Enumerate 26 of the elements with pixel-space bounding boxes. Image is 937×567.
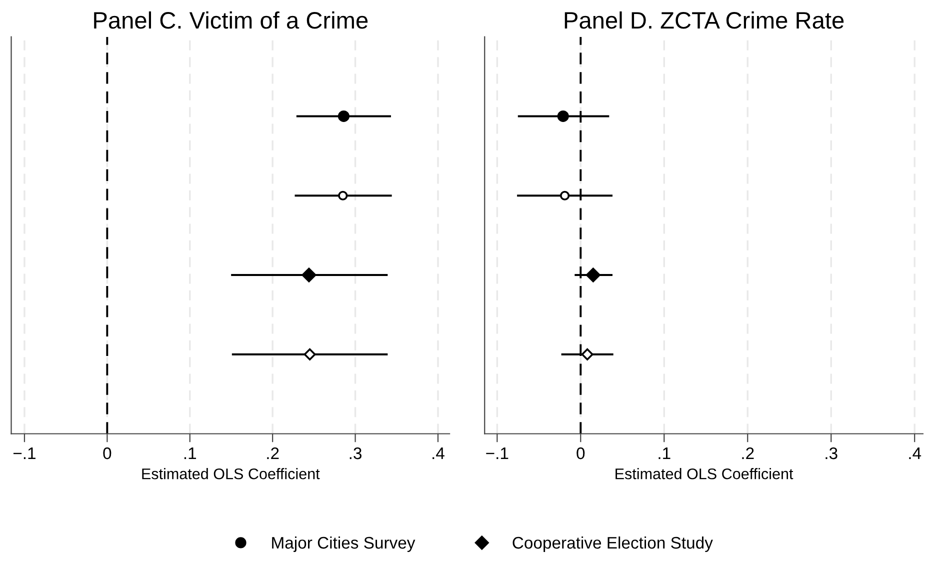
x-tick-label: 0: [576, 447, 585, 460]
point: [338, 190, 348, 200]
chart-title: Panel C. Victim of a Crime: [94, 11, 368, 29]
x-tick-label: .1: [658, 448, 670, 460]
point: [304, 348, 316, 360]
legend-label: Major Cities Survey: [272, 536, 416, 552]
chart-title: Panel D. ZCTA Crime Rate: [564, 11, 844, 29]
x-tick-label: 0: [103, 447, 112, 460]
x-tick-label: .3: [826, 447, 838, 460]
point: [560, 190, 570, 200]
x-tick-label: −.1: [486, 448, 508, 460]
x-axis-title: Estimated OLS Coefficient: [142, 468, 320, 480]
x-tick-label: .2: [742, 447, 754, 460]
point: [557, 110, 569, 122]
legend-label: Cooperative Election Study: [512, 536, 713, 552]
x-tick-label: .1: [184, 448, 196, 460]
point: [302, 268, 316, 282]
x-axis-title: Estimated OLS Coefficient: [616, 468, 794, 480]
point: [586, 268, 600, 282]
point: [581, 348, 594, 360]
point: [338, 110, 350, 122]
x-tick-label: .4: [432, 448, 444, 460]
x-tick-label: .2: [267, 447, 279, 460]
x-tick-label: −.1: [13, 448, 36, 460]
x-tick-label: .4: [909, 448, 922, 460]
x-tick-label: .3: [350, 447, 362, 460]
